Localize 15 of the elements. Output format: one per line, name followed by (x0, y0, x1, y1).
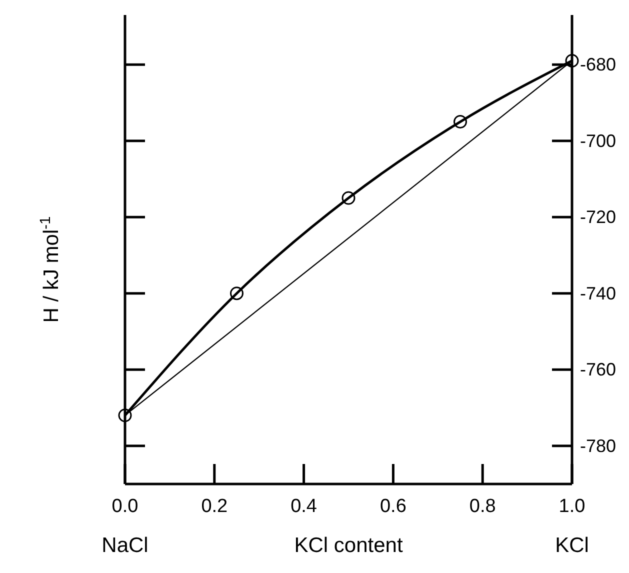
x-tick-label: 0.4 (290, 496, 318, 517)
x-tick-label: 0.0 (112, 496, 138, 517)
y-tick-label: -720 (580, 207, 616, 228)
y-tick-label: -680 (580, 54, 616, 75)
x-tick-label: 1.0 (558, 496, 586, 517)
text: KCl (555, 534, 589, 557)
y-tick-label: -780 (580, 436, 616, 456)
x-tick-label: 0.6 (380, 496, 406, 517)
x-tick-label: 0.8 (469, 496, 496, 517)
y-tick-label: -700 (580, 130, 616, 151)
y-tick-label: -760 (580, 360, 616, 380)
x-tick-label: 0.2 (201, 496, 228, 517)
y-tick-label: -740 (580, 283, 616, 304)
x-axis-title: KCl content (294, 534, 403, 557)
text: NaCl (102, 534, 148, 557)
